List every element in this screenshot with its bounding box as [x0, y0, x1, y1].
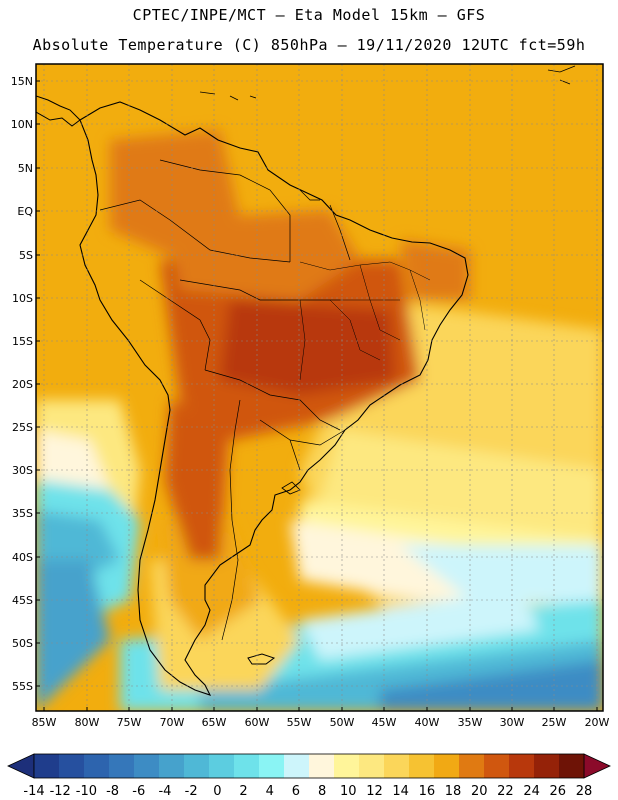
title-line-2: Absolute Temperature (C) 850hPa – 19/11/… — [32, 36, 586, 54]
colorbar-tick-label: -2 — [185, 784, 198, 799]
caribbean-islands — [199, 65, 576, 101]
colorbar-under-arrow — [7, 753, 35, 779]
colorbar-frame — [33, 753, 585, 779]
colorbar-segment — [434, 754, 460, 778]
lon-label: 70W — [160, 716, 185, 729]
map-frame — [35, 63, 604, 712]
colorbar-segment — [534, 754, 560, 778]
colorbar-segment — [359, 754, 385, 778]
colorbar-tick-label: 18 — [445, 784, 462, 799]
south-america-coastline — [79, 101, 469, 696]
colorbar-segment — [209, 754, 235, 778]
lat-label: 10N — [11, 118, 33, 131]
colorbar-segment — [334, 754, 360, 778]
lat-label: 5N — [18, 162, 33, 175]
lon-label: 75W — [117, 716, 142, 729]
colorbar-tick-label: -14 — [23, 784, 44, 799]
lon-label: 50W — [330, 716, 355, 729]
colorbar-tick-label: 28 — [576, 784, 593, 799]
lat-label: 50S — [12, 637, 33, 650]
lat-label: 40S — [12, 551, 33, 564]
lat-label: 45S — [12, 594, 33, 607]
lon-label: 35W — [458, 716, 483, 729]
colorbar-tick-label: 8 — [318, 784, 326, 799]
colorbar-tick-label: 14 — [392, 784, 409, 799]
lon-label: 30W — [500, 716, 525, 729]
colorbar-tick-label: 0 — [213, 784, 221, 799]
colorbar-tick-label: -4 — [158, 784, 171, 799]
colorbar-segment — [34, 754, 60, 778]
colorbar-segment — [309, 754, 335, 778]
colorbar-segment — [484, 754, 510, 778]
temperature-field — [36, 64, 603, 711]
colorbar-tick-label: -12 — [50, 784, 71, 799]
state-borders — [299, 261, 431, 381]
colorbar-over-arrow — [583, 753, 611, 779]
colorbar-segment — [384, 754, 410, 778]
lat-label: 15N — [11, 75, 33, 88]
lat-label: 30S — [12, 464, 33, 477]
colorbar-segment — [259, 754, 285, 778]
lon-label: 60W — [245, 716, 270, 729]
title-line-1: CPTEC/INPE/MCT – Eta Model 15km – GFS — [132, 6, 486, 24]
colorbar-segment — [284, 754, 310, 778]
colorbar-tick-label: -8 — [106, 784, 119, 799]
lon-label: 25W — [542, 716, 567, 729]
colorbar-tick-label: 20 — [471, 784, 488, 799]
field-light-cyan-east — [400, 545, 603, 605]
lat-label: 5S — [19, 249, 33, 262]
colorbar-segment — [184, 754, 210, 778]
colorbar-segment — [234, 754, 260, 778]
colorbar-tick-label: -10 — [76, 784, 97, 799]
axis-ticks — [36, 80, 598, 711]
lat-label: 35S — [12, 507, 33, 520]
lat-label: 15S — [12, 335, 33, 348]
colorbar-tick-label: 4 — [266, 784, 274, 799]
lon-label: 40W — [415, 716, 440, 729]
field-blue-pacific — [36, 560, 110, 711]
field-warm-amazon — [170, 210, 360, 300]
field-lightcyan-mid — [300, 590, 540, 660]
colorbar-segment — [509, 754, 535, 778]
lon-label: 85W — [32, 716, 57, 729]
colorbar-segment — [84, 754, 110, 778]
lon-label: 80W — [75, 716, 100, 729]
colorbar-tick-label: 6 — [292, 784, 300, 799]
lon-label: 45W — [372, 716, 397, 729]
field-orange-patagonia — [160, 520, 260, 640]
colorbar-tick-label: 16 — [419, 784, 436, 799]
lat-label: 55S — [12, 680, 33, 693]
colorbar-tick-label: 24 — [523, 784, 540, 799]
colorbar: -14 -12 -10 -8 -6 -4 -2 0 2 4 6 8 10 12 14 16 18 20 22 24 26… — [7, 753, 611, 799]
field-blue-south — [380, 660, 603, 711]
colorbar-segment — [409, 754, 435, 778]
colorbar-tick-label: 10 — [340, 784, 357, 799]
lon-label: 20W — [585, 716, 610, 729]
lat-label: 10S — [12, 292, 33, 305]
lon-label: 65W — [202, 716, 227, 729]
colorbar-tick-label: 2 — [239, 784, 247, 799]
lat-label: 20S — [12, 378, 33, 391]
lagoa-dos-patos — [281, 481, 301, 495]
central-america-coastline — [36, 95, 81, 127]
falkland-islands — [247, 653, 276, 665]
colorbar-segment — [559, 754, 585, 778]
lon-label: 55W — [287, 716, 312, 729]
colorbar-tick-label: 12 — [366, 784, 383, 799]
colorbar-segment — [459, 754, 485, 778]
lat-label: EQ — [17, 205, 33, 218]
colorbar-segment — [134, 754, 160, 778]
field-hot-core — [220, 300, 395, 395]
colorbar-tick-label: 26 — [550, 784, 567, 799]
longitude-labels: 85W 80W 75W 70W 65W 60W 55W 50W 45W 40W … — [32, 716, 610, 729]
colorbar-segment — [109, 754, 135, 778]
latitude-labels: 15N 10N 5N EQ 5S 10S 15S 20S 25S 30S 35S… — [11, 75, 34, 693]
lat-label: 25S — [12, 421, 33, 434]
colorbar-segment — [159, 754, 185, 778]
colorbar-tick-label: 22 — [497, 784, 514, 799]
country-borders — [99, 159, 351, 641]
colorbar-segment — [59, 754, 85, 778]
colorbar-tick-label: -6 — [132, 784, 145, 799]
